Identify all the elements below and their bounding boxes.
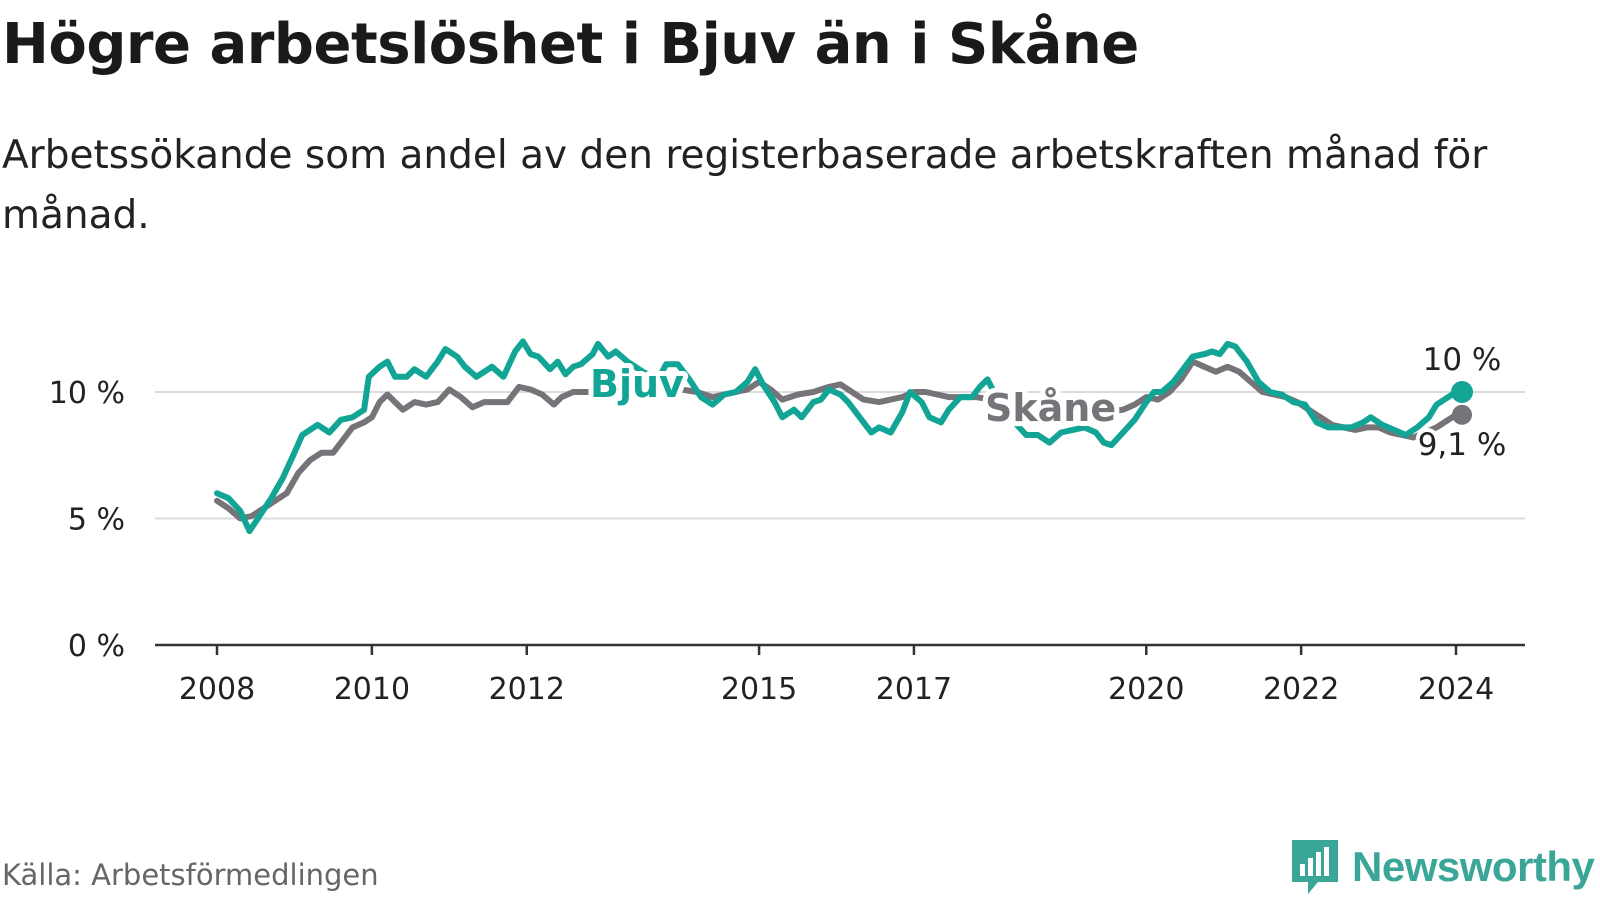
newsworthy-logo[interactable]: Newsworthy [1290, 838, 1595, 896]
brand-name: Newsworthy [1352, 843, 1595, 890]
chart-subtitle: Arbetssökande som andel av den registerb… [2, 133, 1488, 238]
series-label-bjuv: Bjuv [590, 362, 684, 406]
series-line-skane [214, 358, 1459, 522]
newsworthy-logo-icon [1292, 840, 1338, 894]
x-tick-label: 2012 [489, 672, 565, 707]
y-tick-label: 0 % [68, 629, 125, 664]
x-tick-label: 2008 [179, 672, 255, 707]
x-tick-label: 2024 [1418, 672, 1494, 707]
y-tick-label: 5 % [68, 503, 125, 538]
series-line-bjuv [214, 338, 1459, 535]
x-tick-label: 2020 [1108, 672, 1184, 707]
end-label-skane: 9,1 % [1418, 427, 1507, 463]
x-tick-label: 2022 [1263, 672, 1339, 707]
series-label-skane: Skåne [985, 386, 1116, 430]
end-dot-skane [1452, 404, 1472, 425]
chart-title: Högre arbetslöshet i Bjuv än i Skåne [2, 12, 1139, 77]
end-label-bjuv: 10 % [1423, 342, 1502, 378]
x-tick-label: 2010 [334, 672, 410, 707]
end-dot-bjuv [1451, 381, 1473, 403]
source-note: Källa: Arbetsförmedlingen [2, 858, 379, 892]
line-chart: 0 % 5 % 10 % 2008 2010 2012 2015 2017 2020 2022 20… [49, 338, 1525, 707]
x-tick-label: 2015 [721, 672, 797, 707]
y-tick-label: 10 % [49, 376, 125, 411]
x-tick-label: 2017 [876, 672, 952, 707]
